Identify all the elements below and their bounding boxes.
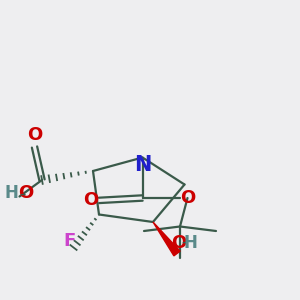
- Text: -: -: [19, 184, 25, 202]
- Text: O: O: [180, 189, 195, 207]
- Text: F: F: [64, 232, 76, 250]
- Text: N: N: [134, 155, 151, 175]
- Polygon shape: [153, 222, 180, 256]
- Text: O: O: [83, 191, 98, 209]
- Text: H: H: [184, 234, 197, 252]
- Text: O: O: [171, 234, 186, 252]
- Text: O: O: [27, 126, 42, 144]
- Text: -: -: [182, 233, 188, 251]
- Text: H: H: [4, 184, 18, 202]
- Text: O: O: [18, 184, 33, 202]
